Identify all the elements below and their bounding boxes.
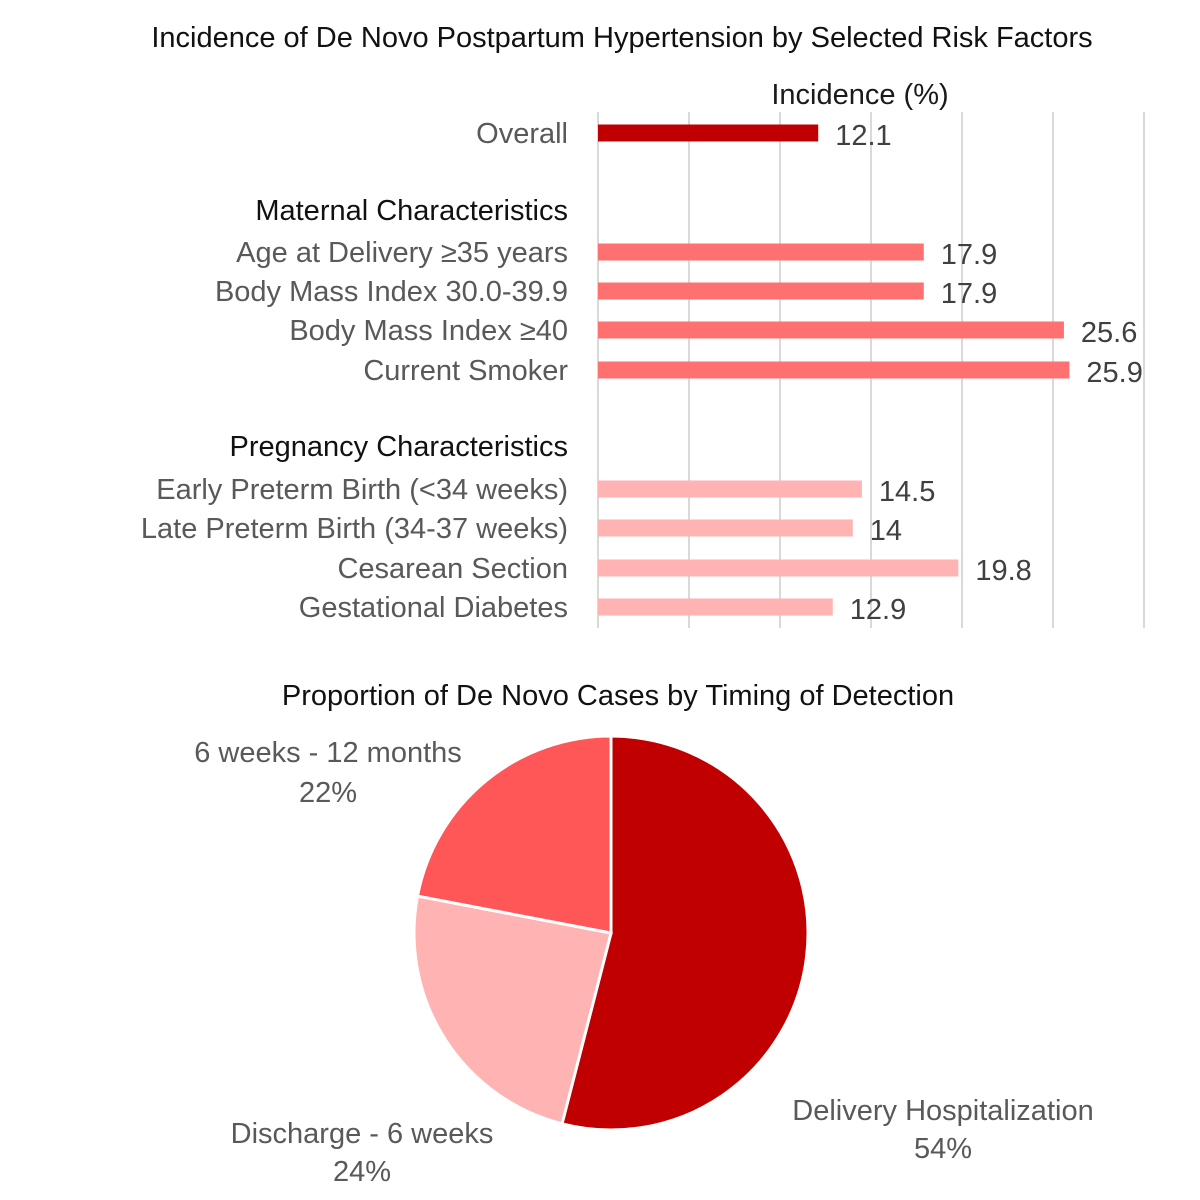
category-label: Early Preterm Birth (<34 weeks)	[156, 474, 568, 506]
slice-value-label: 22%	[299, 777, 357, 809]
slice-value-label: 54%	[914, 1133, 972, 1165]
category-label: Age at Delivery ≥35 years	[236, 237, 568, 269]
bar	[598, 361, 1070, 379]
data-label: 25.6	[1081, 317, 1137, 349]
bar	[598, 598, 833, 616]
bar	[598, 243, 924, 261]
data-label: 19.8	[975, 555, 1031, 587]
bar-chart-rows: Overall 12.1 Maternal Characteristics Age a…	[141, 118, 1143, 626]
pie-chart-title: Proportion of De Novo Cases by Timing of…	[282, 680, 954, 712]
category-label: Body Mass Index ≥40	[289, 315, 568, 347]
slice-label: 6 weeks - 12 months	[194, 737, 462, 769]
pie-slice	[412, 894, 613, 1126]
bar	[598, 321, 1064, 339]
category-label: Late Preterm Birth (34-37 weeks)	[141, 513, 568, 545]
data-label: 14.5	[879, 476, 935, 508]
data-label: 12.9	[850, 594, 906, 626]
data-label: 25.9	[1086, 357, 1142, 389]
slice-label: Discharge - 6 weeks	[231, 1118, 494, 1150]
pie-chart-labels: Delivery Hospitalization 54% Discharge - 6…	[194, 737, 1093, 1188]
bar	[598, 559, 959, 577]
category-label: Gestational Diabetes	[299, 592, 568, 624]
data-label: 14	[870, 515, 902, 547]
slice-label: Delivery Hospitalization	[792, 1095, 1093, 1127]
category-label: Cesarean Section	[337, 553, 568, 585]
pie-slice	[560, 734, 810, 1132]
data-label: 17.9	[941, 239, 997, 271]
section-heading: Maternal Characteristics	[255, 195, 568, 227]
category-label: Overall	[476, 118, 568, 150]
bar-chart-title: Incidence of De Novo Postpartum Hyperten…	[151, 22, 1092, 54]
data-label: 17.9	[941, 278, 997, 310]
category-label: Current Smoker	[363, 355, 568, 387]
bar	[598, 480, 862, 498]
slice-value-label: 24%	[333, 1156, 391, 1188]
data-label: 12.1	[835, 120, 891, 152]
bar	[598, 282, 924, 300]
pie-slice	[415, 734, 613, 935]
category-label: Body Mass Index 30.0-39.9	[215, 276, 568, 308]
bar	[598, 124, 819, 142]
section-heading: Pregnancy Characteristics	[230, 431, 568, 463]
bar-chart-axis-label: Incidence (%)	[771, 79, 948, 111]
pie-chart-slices	[412, 734, 810, 1132]
bar	[598, 519, 853, 537]
